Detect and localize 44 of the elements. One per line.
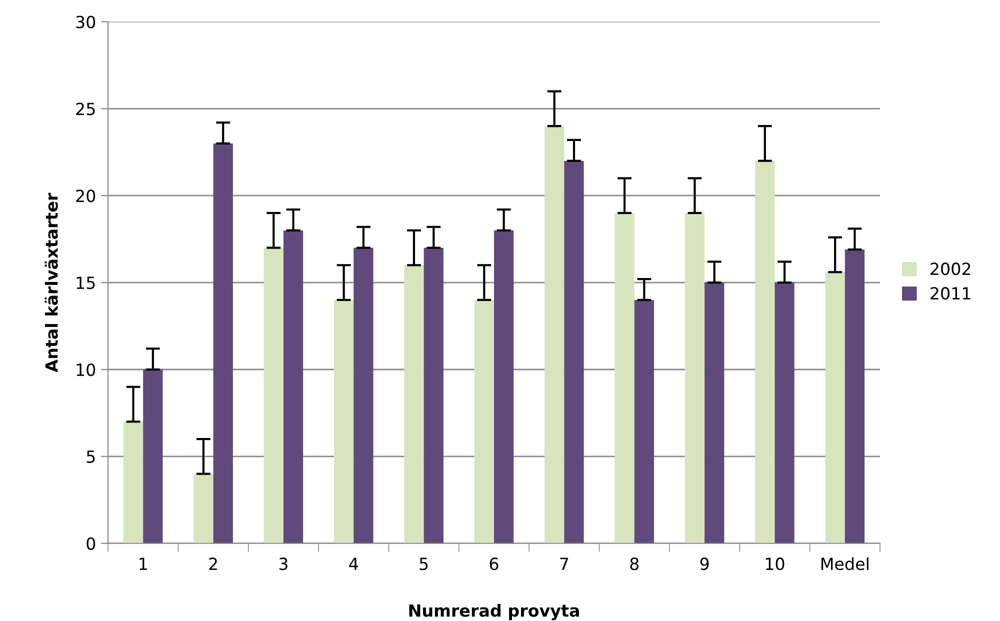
bar — [684, 213, 705, 544]
y-tick-label: 25 — [76, 102, 95, 116]
bar — [474, 300, 494, 544]
y-tick-label: 20 — [76, 190, 96, 202]
bar — [825, 272, 845, 544]
bar — [283, 230, 304, 544]
x-tick-label: 10 — [766, 558, 784, 570]
y-axis-title: Antal kärlväxtarter — [44, 192, 58, 372]
x-tick-label: 6 — [490, 558, 498, 570]
x-tick-label: Medel — [821, 557, 868, 570]
y-tick-label: 30 — [76, 16, 96, 28]
x-tick-label: 1 — [140, 558, 147, 570]
bar — [424, 248, 444, 544]
bar — [634, 300, 654, 544]
y-tick-label: 0 — [86, 537, 96, 550]
x-axis-title: Numrerad provyta — [409, 604, 579, 620]
x-tick-label: 7 — [560, 558, 568, 570]
y-tick-label: 5 — [86, 450, 95, 464]
x-tick-label: 8 — [630, 558, 639, 570]
bar — [334, 300, 354, 544]
bar — [704, 282, 724, 544]
y-tick-label: 15 — [76, 276, 95, 290]
bar — [123, 422, 144, 544]
x-tick-label: 5 — [420, 558, 428, 570]
bar — [544, 126, 564, 544]
bar — [194, 474, 214, 544]
bar — [844, 250, 865, 544]
y-tick-label: 10 — [76, 363, 96, 376]
x-tick-label: 2 — [209, 558, 217, 570]
legend-label: 2002 — [930, 262, 970, 276]
bar — [264, 248, 284, 544]
x-tick-label: 4 — [349, 558, 358, 570]
bar — [614, 213, 634, 544]
bar — [564, 160, 584, 544]
bar — [404, 265, 424, 544]
x-tick-label: 3 — [279, 558, 288, 570]
bar — [494, 230, 514, 544]
bar — [143, 369, 163, 544]
legend-label: 2011 — [930, 287, 970, 300]
x-tick-label: 9 — [700, 558, 709, 570]
bar — [755, 160, 775, 544]
bar — [354, 248, 374, 544]
bar — [213, 143, 233, 544]
bar — [774, 282, 794, 544]
